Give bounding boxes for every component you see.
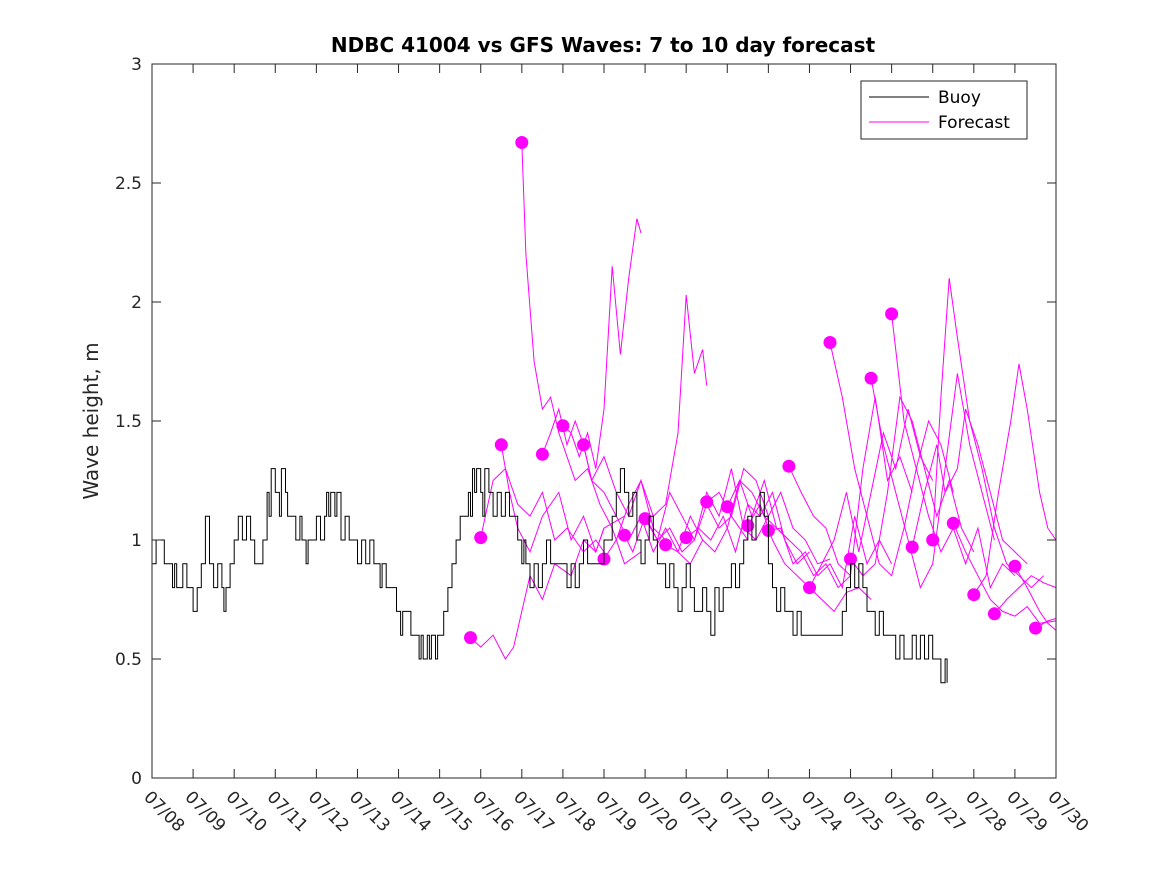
y-tick-label-2: 1 xyxy=(131,531,142,551)
x-tick-label-7: 07/15 xyxy=(427,787,476,836)
x-tick-label-11: 07/19 xyxy=(591,787,640,836)
forecast-start-marker-21 xyxy=(885,307,899,321)
y-axis-label: Wave height, m xyxy=(79,342,103,499)
forecast-start-marker-12 xyxy=(700,495,714,509)
legend-entry-buoy: Buoy xyxy=(938,88,981,108)
forecast-start-marker-26 xyxy=(987,607,1001,621)
forecast-run-line-26 xyxy=(994,575,1057,615)
forecast-start-marker-19 xyxy=(844,552,857,566)
x-tick-label-2: 07/10 xyxy=(222,787,271,836)
forecast-start-marker-18 xyxy=(823,336,837,349)
x-tick-label-18: 07/26 xyxy=(879,787,928,836)
forecast-run-line-17 xyxy=(809,408,934,588)
forecast-start-marker-22 xyxy=(905,540,919,554)
y-tick-label-1: 0.5 xyxy=(115,650,142,670)
plot-area xyxy=(152,136,1057,684)
x-tick-label-13: 07/21 xyxy=(674,787,723,836)
forecast-start-marker-27 xyxy=(1008,559,1022,573)
x-tick-label-12: 07/20 xyxy=(633,787,682,836)
forecast-start-marker-0 xyxy=(464,631,477,645)
forecast-run-line-1 xyxy=(480,467,605,553)
x-tick-label-6: 07/14 xyxy=(386,787,435,836)
y-tick-label-5: 2.5 xyxy=(115,174,142,194)
forecast-run-line-8 xyxy=(624,491,749,554)
forecast-start-marker-8 xyxy=(618,528,631,542)
forecast-start-marker-5 xyxy=(556,419,570,433)
forecast-start-marker-28 xyxy=(1029,621,1042,635)
x-tick-label-1: 07/09 xyxy=(181,787,230,836)
forecast-start-marker-20 xyxy=(864,371,878,385)
x-tick-label-14: 07/22 xyxy=(715,787,764,836)
forecast-start-marker-1 xyxy=(474,531,488,545)
forecast-start-marker-6 xyxy=(577,438,590,452)
x-tick-label-10: 07/18 xyxy=(550,787,599,836)
legend-box xyxy=(860,80,1028,140)
forecast-run-line-3 xyxy=(521,142,642,565)
legend-entry-forecast: Forecast xyxy=(938,113,1010,133)
forecast-run-line-7 xyxy=(603,294,708,560)
forecast-run-line-13 xyxy=(726,478,851,589)
x-tick-label-22: 07/30 xyxy=(1043,787,1092,836)
forecast-run-line-15 xyxy=(768,516,893,590)
x-tick-label-19: 07/27 xyxy=(920,787,969,836)
x-tick-label-21: 07/29 xyxy=(1002,787,1051,836)
legend: Buoy Forecast xyxy=(860,80,1028,140)
forecast-start-marker-2 xyxy=(494,438,508,452)
axes-frame xyxy=(151,63,1057,779)
x-tick-label-15: 07/23 xyxy=(756,787,805,836)
forecast-start-marker-10 xyxy=(659,538,673,552)
forecast-run-line-25 xyxy=(973,363,1057,595)
forecast-start-marker-3 xyxy=(515,136,529,149)
y-tick-label-0: 0 xyxy=(131,769,142,789)
forecast-run-line-5 xyxy=(562,218,642,469)
forecast-start-marker-4 xyxy=(535,447,549,461)
y-tick-label-4: 2 xyxy=(131,293,142,313)
x-tick-label-0: 07/08 xyxy=(139,787,188,836)
chart-title: NDBC 41004 vs GFS Waves: 7 to 10 day for… xyxy=(331,33,876,57)
y-tick-label-3: 1.5 xyxy=(115,412,142,432)
x-tick-label-16: 07/24 xyxy=(797,787,846,836)
forecast-start-marker-24 xyxy=(946,516,960,530)
forecast-run-line-2 xyxy=(500,444,625,554)
forecast-start-marker-16 xyxy=(782,459,796,473)
x-tick-label-20: 07/28 xyxy=(961,787,1010,836)
forecast-run-line-10 xyxy=(665,479,790,565)
axes: 00.511.522.5307/0807/0907/1007/1107/1207… xyxy=(115,55,1092,836)
forecast-start-marker-11 xyxy=(679,531,693,545)
forecast-run-line-19 xyxy=(850,395,975,577)
forecast-run-line-18 xyxy=(829,342,954,577)
x-tick-label-17: 07/25 xyxy=(838,787,887,836)
x-tick-label-3: 07/11 xyxy=(263,787,312,836)
buoy-line xyxy=(152,468,948,684)
forecast-run-line-22 xyxy=(911,408,1028,565)
y-tick-label-6: 3 xyxy=(131,55,142,75)
x-tick-label-8: 07/16 xyxy=(468,787,517,836)
x-tick-label-9: 07/17 xyxy=(509,787,558,836)
forecast-run-line-20 xyxy=(870,373,995,589)
forecast-run-line-24 xyxy=(952,523,1057,624)
x-tick-label-5: 07/13 xyxy=(345,787,394,836)
forecast-start-marker-17 xyxy=(803,581,816,595)
forecast-start-marker-23 xyxy=(926,533,940,547)
forecast-run-line-27 xyxy=(1014,565,1057,631)
forecast-start-marker-9 xyxy=(638,512,652,526)
forecast-start-marker-13 xyxy=(720,500,734,514)
forecast-start-marker-25 xyxy=(967,588,981,602)
x-tick-label-4: 07/12 xyxy=(304,787,353,836)
